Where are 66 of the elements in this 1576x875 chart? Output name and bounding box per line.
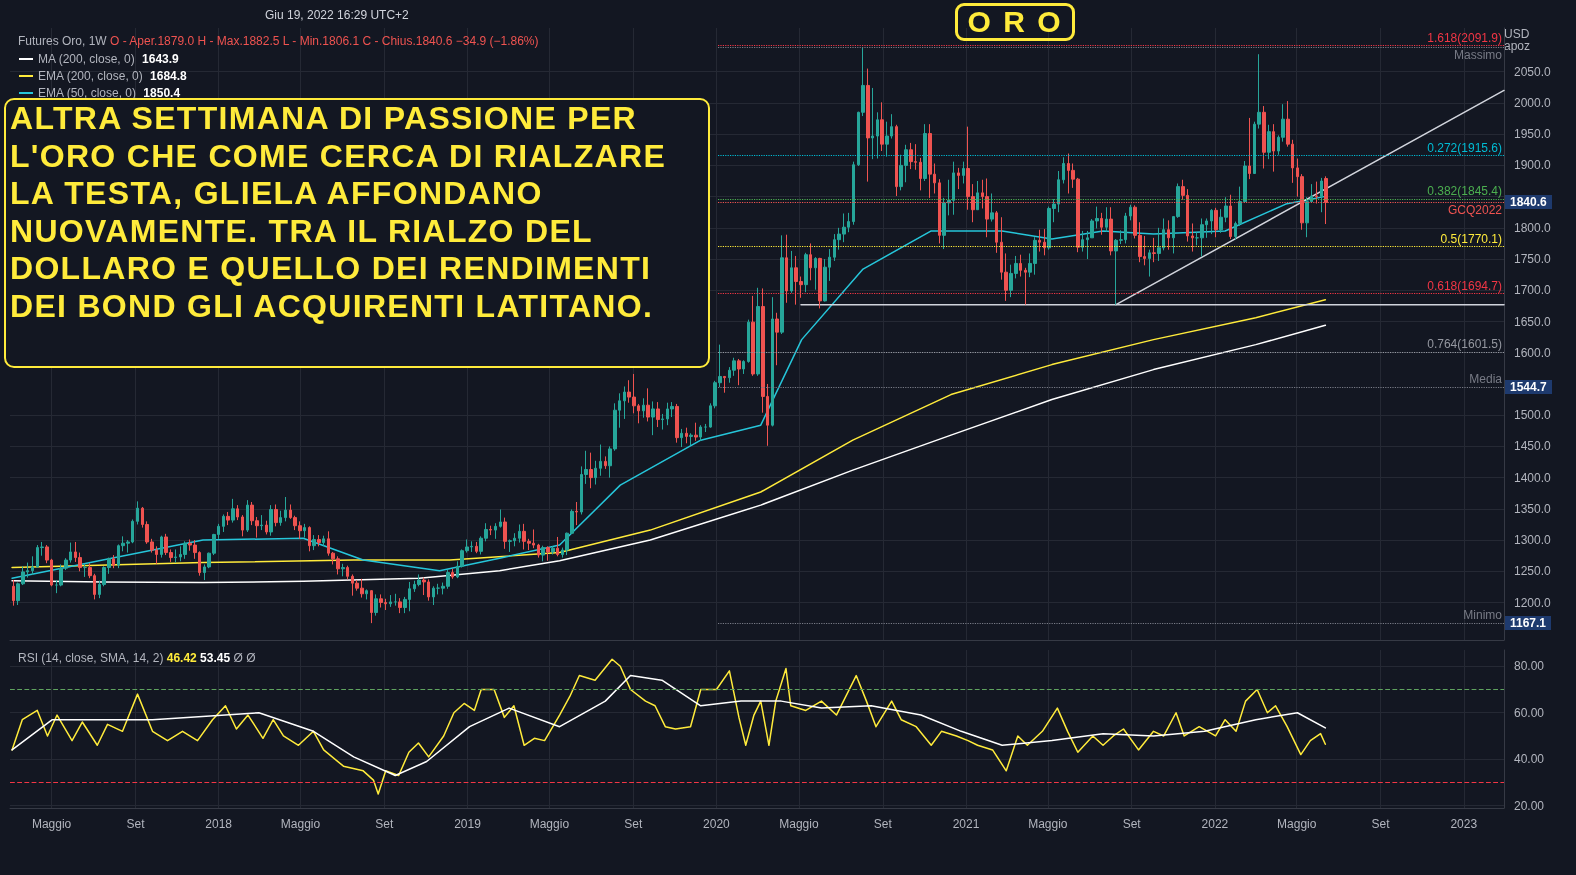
x-tick-label: Set [126, 817, 146, 831]
annotation: O - Aper.1879.0 H - Max.1882.5 L - Min.1806.1 C - Chius.1840.6 −34.9 (−1.86%) [110, 34, 539, 48]
y-tick-label: 1400.0 [1514, 470, 1552, 485]
y-tick-label: 1250.0 [1514, 564, 1552, 579]
x-tick-label: 2023 [1450, 817, 1478, 831]
y-tick-label: 1200.0 [1514, 595, 1552, 610]
annotation: 1544.7 [1505, 380, 1552, 395]
y-tick-label: 1650.0 [1514, 314, 1552, 329]
ref-line-label: 1.618(2091.9) [1427, 30, 1502, 45]
legend-label: EMA (200, close, 0) [38, 69, 150, 83]
x-tick-label: Maggio [31, 817, 72, 831]
x-tick-label: Maggio [280, 817, 321, 831]
ref-line-label: GCQ2022 [1447, 203, 1503, 218]
x-tick-label: Maggio [1028, 817, 1068, 831]
x-tick-label: Set [1122, 817, 1142, 831]
y-tick-label: 1500.0 [1514, 408, 1552, 423]
x-tick-label: 2022 [1201, 817, 1229, 831]
x-tick-label: 2018 [205, 817, 233, 831]
x-tick-label: 2019 [454, 817, 482, 831]
ref-line-label: Minimo [1463, 608, 1503, 623]
x-tick-label: 2020 [703, 817, 731, 831]
y-tick-label: 20.00 [1514, 798, 1545, 813]
y-tick-label: 60.00 [1514, 705, 1545, 720]
ref-line-label: 0.764(1601.5) [1427, 336, 1502, 351]
y-tick-label: 1950.0 [1514, 127, 1552, 142]
y-axis-title: USD apoz [1504, 27, 1531, 53]
callout-box: ALTRA SETTIMANA DI PASSIONE PER L'ORO CHE COME CERCA DI RIALZARE LA TESTA, GLIELA AFFONDANO NUOVAMENTE. TRA IL RIALZO DEL DOLLARO E QUELLO DEI RENDIMENTI DEI BOND GLI ACQUIRENTI LATITANO. [4, 98, 710, 368]
y-tick-label: 1750.0 [1514, 252, 1552, 267]
y-tick-label: 2050.0 [1514, 64, 1552, 79]
x-tick-label: Set [624, 817, 643, 831]
x-tick-label: Set [873, 817, 893, 831]
annotation: 1643.9 [142, 52, 180, 66]
y-tick-label: 40.00 [1514, 752, 1545, 767]
x-tick-label: 2021 [952, 817, 980, 831]
text: Giu 19, 2022 16:29 UTC+2 [265, 8, 409, 22]
ref-line-label: 0.382(1845.4) [1427, 184, 1502, 199]
legend-label: MA (200, close, 0) [38, 52, 142, 66]
y-tick-label: 1300.0 [1514, 533, 1552, 548]
y-tick-label: 1700.0 [1514, 283, 1552, 298]
annotation: 1850.4 [143, 86, 181, 100]
ref-line-label: Massimo [1453, 48, 1503, 63]
annotation: 1167.1 [1505, 616, 1552, 631]
annotation: 1840.6 [1505, 195, 1552, 210]
x-tick-label: Maggio [779, 817, 819, 831]
y-tick-label: 1350.0 [1514, 501, 1552, 516]
y-tick-label: 1450.0 [1514, 439, 1552, 454]
y-tick-label: 80.00 [1514, 659, 1545, 674]
x-tick-label: Maggio [1277, 817, 1317, 831]
ref-line-label: Media [1469, 372, 1503, 387]
x-tick-label: Maggio [529, 817, 570, 831]
y-tick-label: 1800.0 [1514, 220, 1552, 235]
ref-line-label: 0.5(1770.1) [1440, 231, 1502, 246]
y-tick-label: 1600.0 [1514, 345, 1552, 360]
annotation: 53.45 [200, 651, 232, 665]
ref-line-label: 0.618(1694.7) [1427, 278, 1502, 293]
text: Futures Oro, 1W [18, 34, 108, 48]
annotation: 1684.8 [150, 69, 188, 83]
annotation: Ø Ø [233, 651, 256, 665]
chart-title: RSI (14, close, SMA, 14, 2) [18, 651, 165, 665]
y-tick-label: 1900.0 [1514, 158, 1552, 173]
x-tick-label: Set [1371, 817, 1391, 831]
annotation: 46.42 [166, 651, 198, 665]
x-tick-label: Set [375, 817, 395, 831]
y-tick-label: 2000.0 [1514, 95, 1552, 110]
ref-line-label: 0.272(1915.6) [1427, 140, 1502, 155]
chart-title: O R O [955, 3, 1075, 41]
